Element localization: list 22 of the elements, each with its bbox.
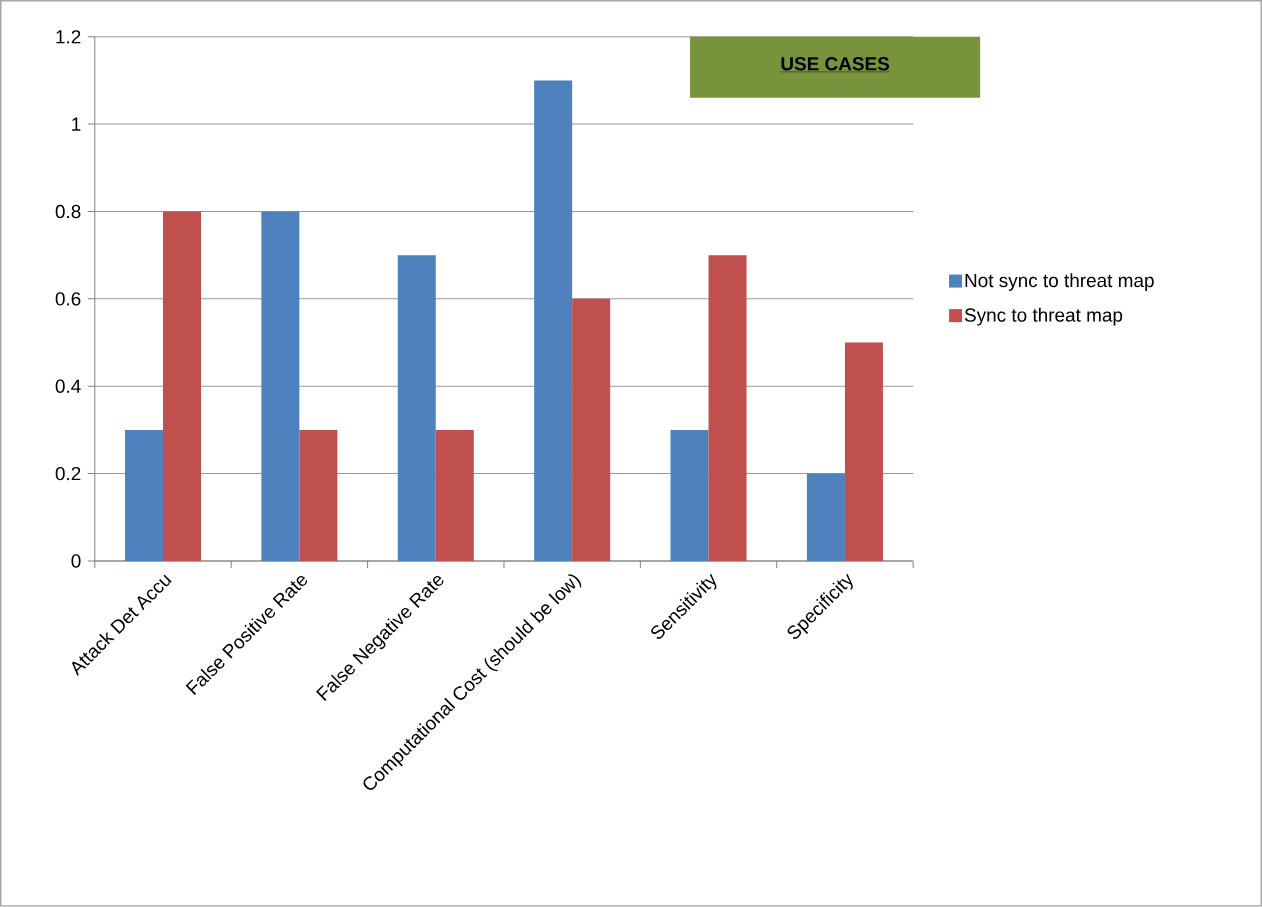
bar bbox=[162, 211, 202, 562]
y-tick-label: 0.8 bbox=[55, 204, 81, 219]
bar bbox=[572, 298, 611, 562]
y-tick-label: 0.4 bbox=[55, 379, 81, 393]
bar bbox=[806, 473, 845, 562]
bar bbox=[397, 255, 436, 562]
y-tick-label: 0 bbox=[71, 554, 81, 568]
legend-label: Not sync to threat map bbox=[965, 273, 1154, 292]
bar bbox=[299, 429, 338, 562]
bar bbox=[124, 429, 163, 562]
bar bbox=[844, 342, 883, 562]
y-tick-label: 1.2 bbox=[56, 30, 81, 44]
y-tick-label: 0.2 bbox=[55, 466, 81, 481]
bar bbox=[534, 80, 573, 562]
bar bbox=[708, 255, 747, 562]
text: USE CASES bbox=[781, 57, 890, 71]
bar bbox=[435, 429, 474, 562]
legend-label: Sync to threat map bbox=[964, 307, 1123, 326]
bar bbox=[670, 429, 709, 562]
y-tick-label: 1 bbox=[72, 117, 81, 131]
bar bbox=[261, 211, 300, 562]
y-tick-label: 0.6 bbox=[55, 292, 81, 306]
